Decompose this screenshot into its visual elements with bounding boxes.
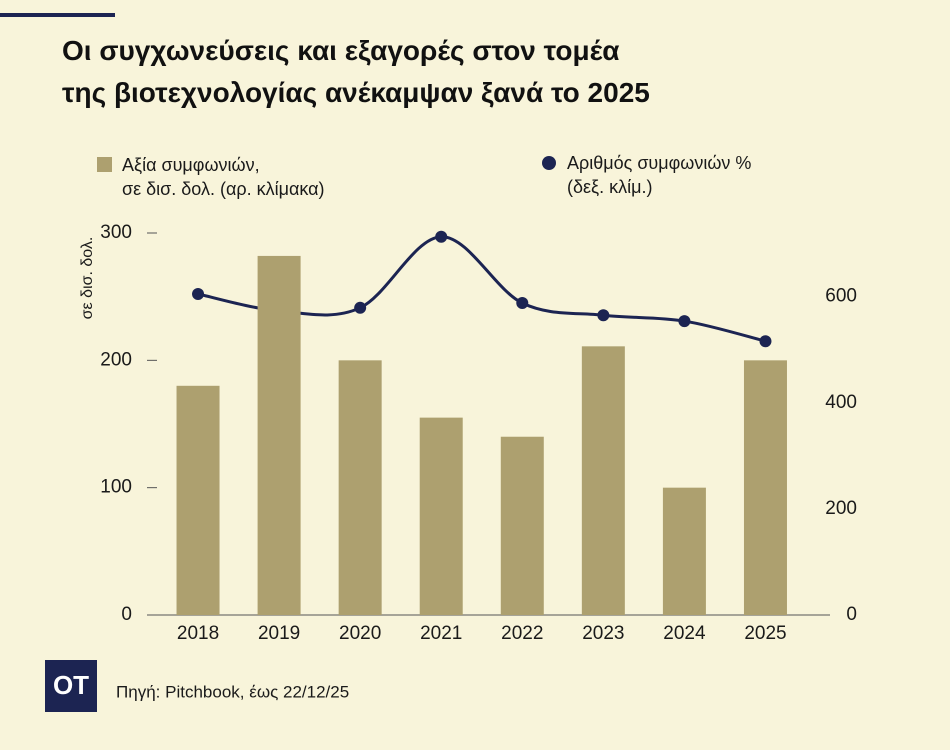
line-point bbox=[678, 315, 691, 328]
legend-label: Αξία συμφωνιών, σε δισ. δολ. (αρ. κλίμακ… bbox=[122, 155, 325, 199]
source: Πηγή: Pitchbook, έως 22/12/25 bbox=[116, 682, 349, 701]
x-tick-label: 2020 bbox=[339, 623, 381, 644]
x-tick-label: 2025 bbox=[744, 623, 786, 644]
y2-tick-label: 600 bbox=[825, 286, 857, 307]
legend-dot bbox=[542, 156, 556, 170]
line-point bbox=[192, 288, 205, 301]
bar bbox=[176, 385, 220, 615]
line-point bbox=[516, 297, 529, 310]
bar bbox=[662, 487, 706, 615]
line-point bbox=[759, 335, 772, 348]
x-tick-label: 2018 bbox=[177, 623, 219, 644]
y2-tick-label: 400 bbox=[825, 392, 857, 413]
y-tick-label: 300 bbox=[100, 222, 132, 243]
chart-title: Οι συγχωνεύσεις και εξαγορές στον τομέα … bbox=[62, 35, 650, 108]
legend-swatch bbox=[97, 157, 112, 172]
line-point bbox=[597, 309, 610, 322]
legend-label: Αριθμός συμφωνιών % (δεξ. κλίμ.) bbox=[567, 153, 752, 197]
x-tick-label: 2022 bbox=[501, 623, 543, 644]
bar bbox=[419, 417, 463, 615]
y-tick-label: 0 bbox=[121, 604, 132, 625]
logo: OT bbox=[53, 670, 89, 700]
logo-box bbox=[45, 660, 97, 712]
accent-bar bbox=[0, 13, 115, 17]
line-point bbox=[354, 301, 367, 314]
bar bbox=[500, 436, 544, 615]
x-tick-label: 2021 bbox=[420, 623, 462, 644]
bar bbox=[581, 346, 625, 615]
line-point bbox=[435, 230, 448, 243]
x-tick-label: 2023 bbox=[582, 623, 624, 644]
y2-tick-label: 0 bbox=[846, 604, 857, 625]
y-tick-label: 100 bbox=[100, 477, 132, 498]
bar bbox=[257, 255, 301, 616]
y-tick-label: 200 bbox=[100, 349, 132, 370]
y2-tick-label: 200 bbox=[825, 498, 857, 519]
bar bbox=[743, 360, 787, 615]
y-axis-label: σε δισ. δολ. bbox=[79, 237, 96, 320]
bar bbox=[338, 360, 382, 615]
x-tick-label: 2019 bbox=[258, 623, 300, 644]
x-tick-label: 2024 bbox=[663, 623, 706, 644]
